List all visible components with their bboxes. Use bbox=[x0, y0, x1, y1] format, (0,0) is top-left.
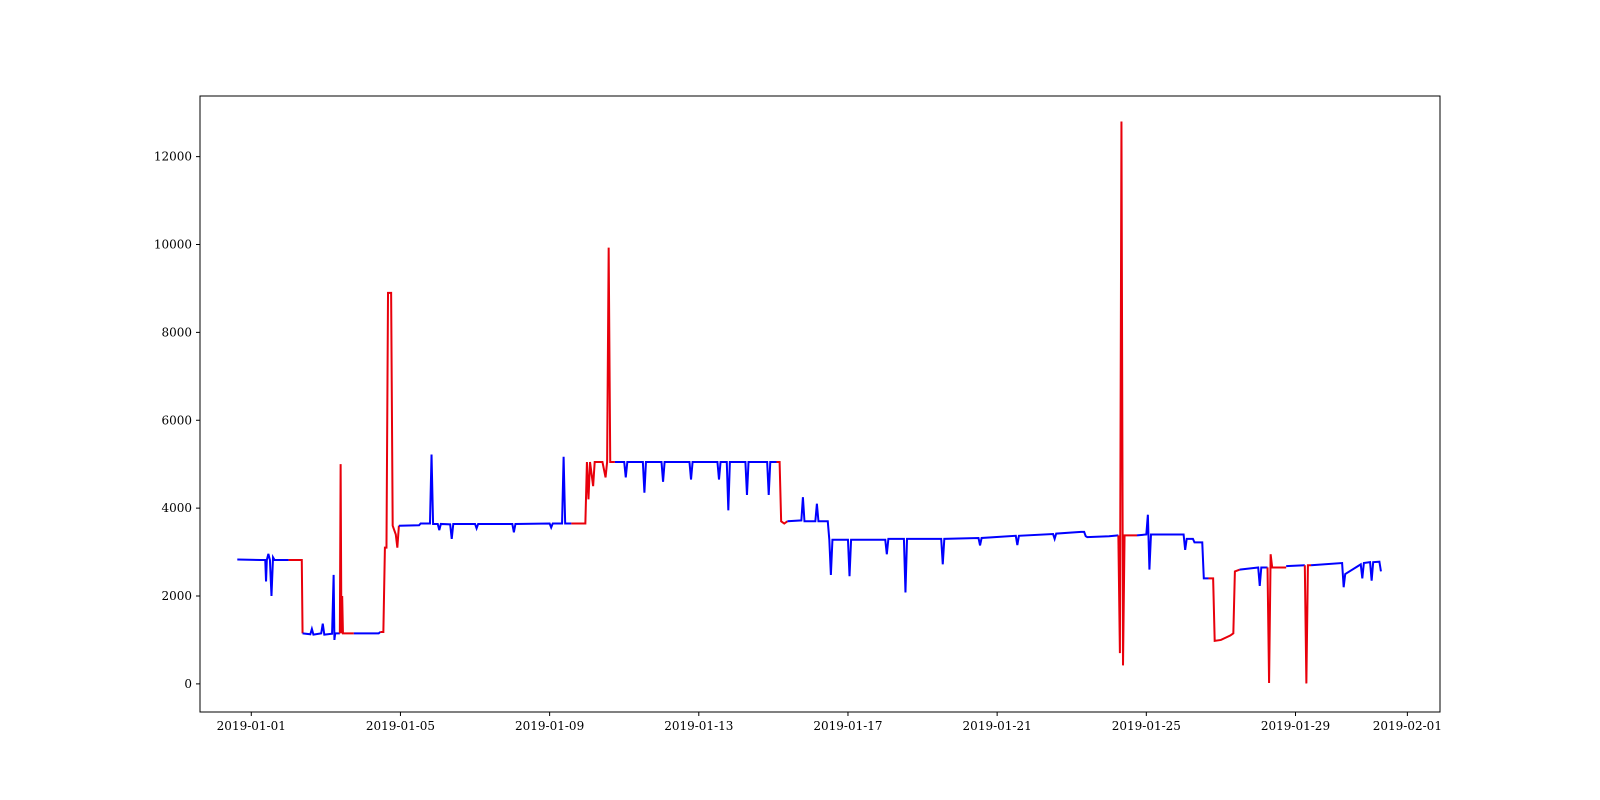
series-line-normal-12 bbox=[1136, 514, 1209, 580]
y-axis: 0 2000 4000 6000 8000 10000 12000 bbox=[154, 150, 200, 691]
series-line-anomaly-7 bbox=[571, 247, 615, 525]
x-axis: 2019-01-01 2019-01-05 2019-01-09 2019-01-13… bbox=[217, 712, 1442, 733]
series-line-normal-4 bbox=[353, 631, 381, 635]
y-tick-label: 10000 bbox=[154, 238, 192, 252]
x-tick-label: 2019-01-21 bbox=[963, 719, 1032, 733]
series-line-normal-14 bbox=[1239, 566, 1268, 586]
series-line-normal-0 bbox=[237, 553, 289, 597]
series-line-normal-10 bbox=[787, 497, 1119, 593]
series-line-anomaly-1 bbox=[288, 558, 304, 634]
series-line-anomaly-13 bbox=[1208, 568, 1240, 642]
y-tick-label: 0 bbox=[184, 677, 192, 691]
series-line-normal-18 bbox=[1310, 560, 1382, 588]
x-tick-label: 2019-01-29 bbox=[1261, 719, 1330, 733]
series-line-normal-6 bbox=[398, 454, 572, 539]
series-line-anomaly-17 bbox=[1303, 564, 1312, 684]
y-tick-label: 2000 bbox=[161, 589, 192, 603]
x-tick-label: 2019-01-17 bbox=[813, 719, 882, 733]
y-tick-label: 6000 bbox=[161, 413, 192, 427]
y-tick-label: 4000 bbox=[161, 501, 192, 515]
x-tick-label: 2019-01-13 bbox=[664, 719, 733, 733]
y-tick-label: 12000 bbox=[154, 150, 192, 164]
plot-frame bbox=[199, 95, 1441, 713]
series-line-anomaly-3 bbox=[338, 464, 354, 635]
series-line-anomaly-15 bbox=[1266, 554, 1287, 684]
x-tick-label: 2019-01-01 bbox=[217, 719, 286, 733]
series-line-anomaly-9 bbox=[776, 461, 788, 525]
series-line-normal-2 bbox=[302, 574, 340, 641]
x-tick-label: 2019-01-05 bbox=[366, 719, 435, 733]
x-tick-label: 2019-01-09 bbox=[515, 719, 584, 733]
y-tick-label: 8000 bbox=[161, 325, 192, 339]
series-line-normal-8 bbox=[614, 461, 777, 511]
series-line-anomaly-5 bbox=[380, 291, 400, 634]
x-tick-label: 2019-02-01 bbox=[1373, 719, 1442, 733]
series-line-normal-16 bbox=[1286, 564, 1305, 568]
series-layer bbox=[237, 121, 1382, 684]
series-line-anomaly-11 bbox=[1117, 121, 1137, 666]
x-tick-label: 2019-01-25 bbox=[1112, 719, 1181, 733]
